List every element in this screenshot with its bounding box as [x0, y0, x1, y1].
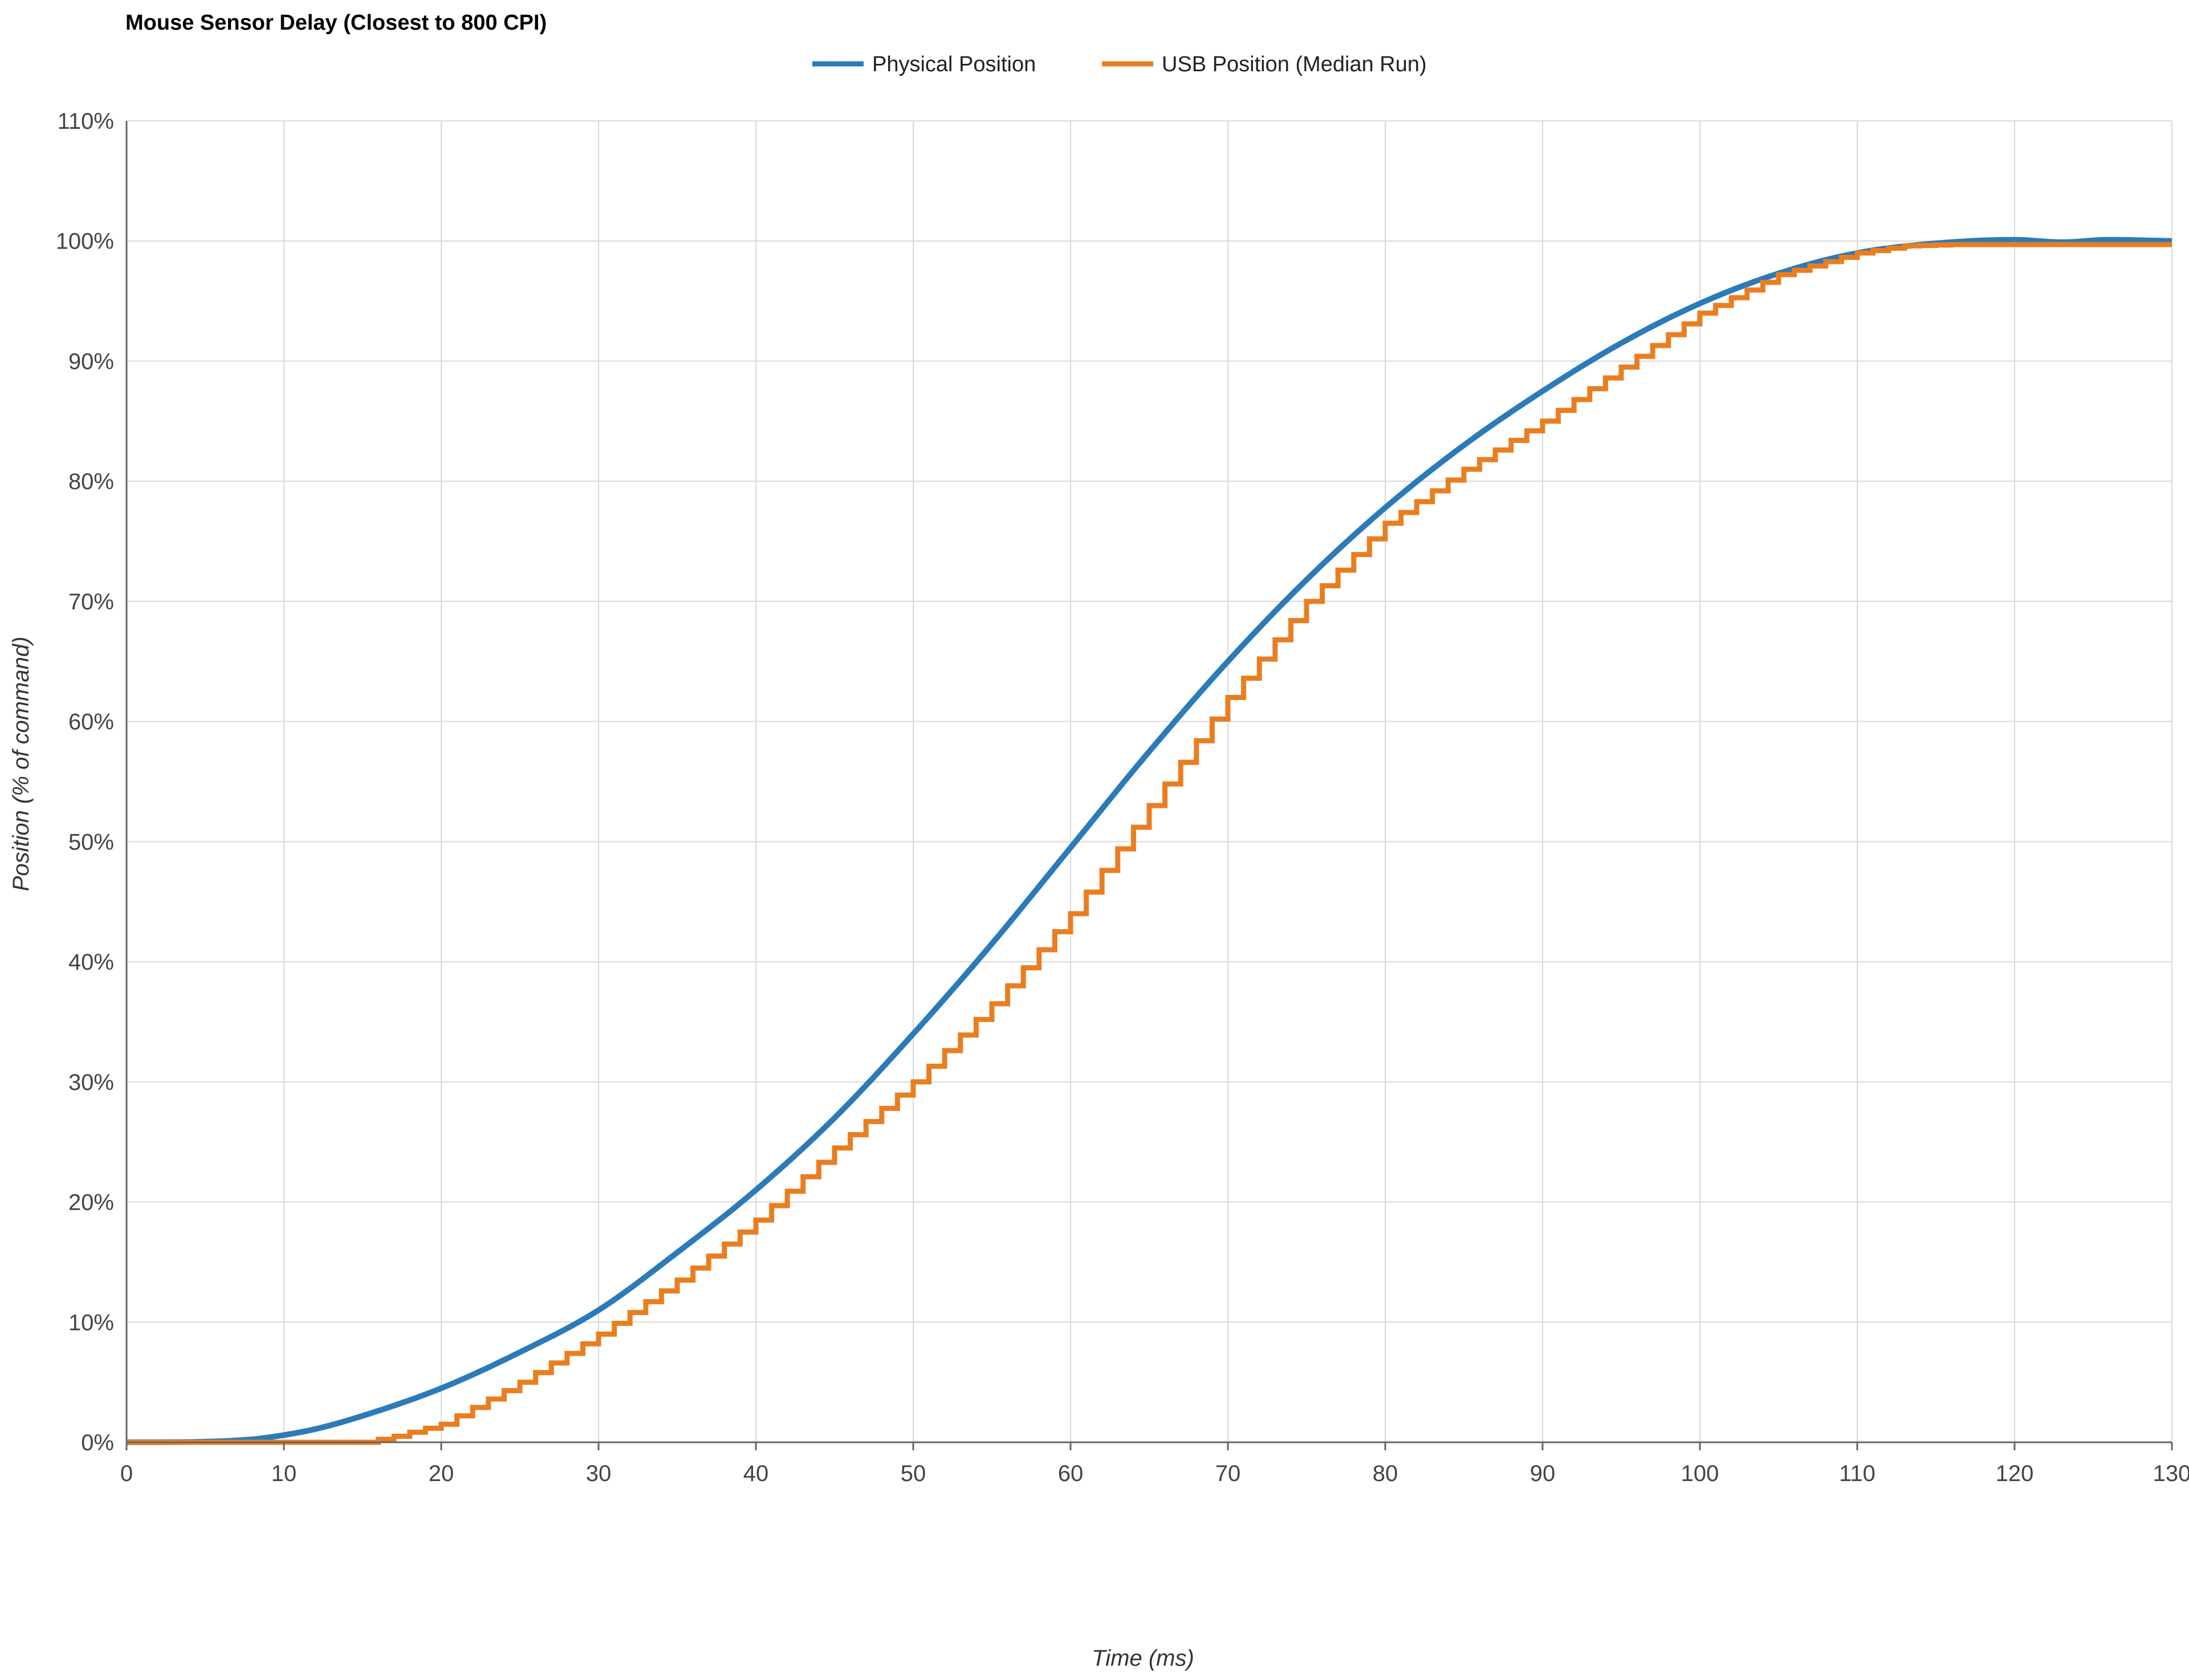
y-tick-label: 70%	[68, 589, 114, 615]
y-tick-label: 80%	[68, 469, 114, 494]
x-tick-label: 70	[1215, 1461, 1241, 1486]
x-axis-label: Time (ms)	[1092, 1646, 1194, 1671]
y-tick-label: 40%	[68, 950, 114, 975]
x-tick-label: 30	[586, 1461, 612, 1486]
x-tick-label: 90	[1530, 1461, 1556, 1486]
x-tick-label: 20	[429, 1461, 454, 1486]
x-tick-label: 130	[2153, 1461, 2189, 1486]
legend-label-usb: USB Position (Median Run)	[1162, 52, 1427, 76]
x-tick-label: 100	[1681, 1461, 1719, 1486]
y-tick-label: 20%	[68, 1190, 114, 1215]
x-tick-label: 50	[901, 1461, 926, 1486]
y-tick-label: 10%	[68, 1310, 114, 1335]
y-tick-label: 30%	[68, 1070, 114, 1095]
x-tick-label: 80	[1373, 1461, 1398, 1486]
y-tick-label: 100%	[56, 229, 114, 254]
y-tick-label: 50%	[68, 829, 114, 855]
x-tick-label: 120	[1996, 1461, 2034, 1486]
legend-label-physical: Physical Position	[872, 52, 1036, 76]
x-tick-labels: 0 10 20 30 40 50 60 70 80 90 100 110 120 130	[120, 1461, 2189, 1486]
x-tick-label: 40	[743, 1461, 769, 1486]
y-axis-label: Position (% of command)	[9, 637, 34, 892]
x-tick-label: 110	[1839, 1461, 1875, 1486]
y-tick-label: 0%	[81, 1430, 114, 1455]
series-layer	[126, 237, 2172, 1445]
y-tick-label: 90%	[68, 349, 114, 374]
legend: Physical Position USB Position (Median R…	[812, 52, 1427, 76]
series-line-usb-position	[127, 242, 2172, 1445]
x-tick-label: 0	[120, 1461, 133, 1486]
x-tick-label: 60	[1058, 1461, 1084, 1486]
chart-title: Mouse Sensor Delay (Closest to 800 CPI)	[125, 11, 547, 35]
y-tick-label: 60%	[68, 710, 114, 735]
x-tick-label: 10	[271, 1461, 297, 1486]
y-tick-labels: 0% 10% 20% 30% 40% 50% 60% 70% 80% 90% 100% 110%	[56, 109, 114, 1455]
axes	[125, 121, 2173, 1450]
y-tick-label: 110%	[58, 109, 114, 134]
